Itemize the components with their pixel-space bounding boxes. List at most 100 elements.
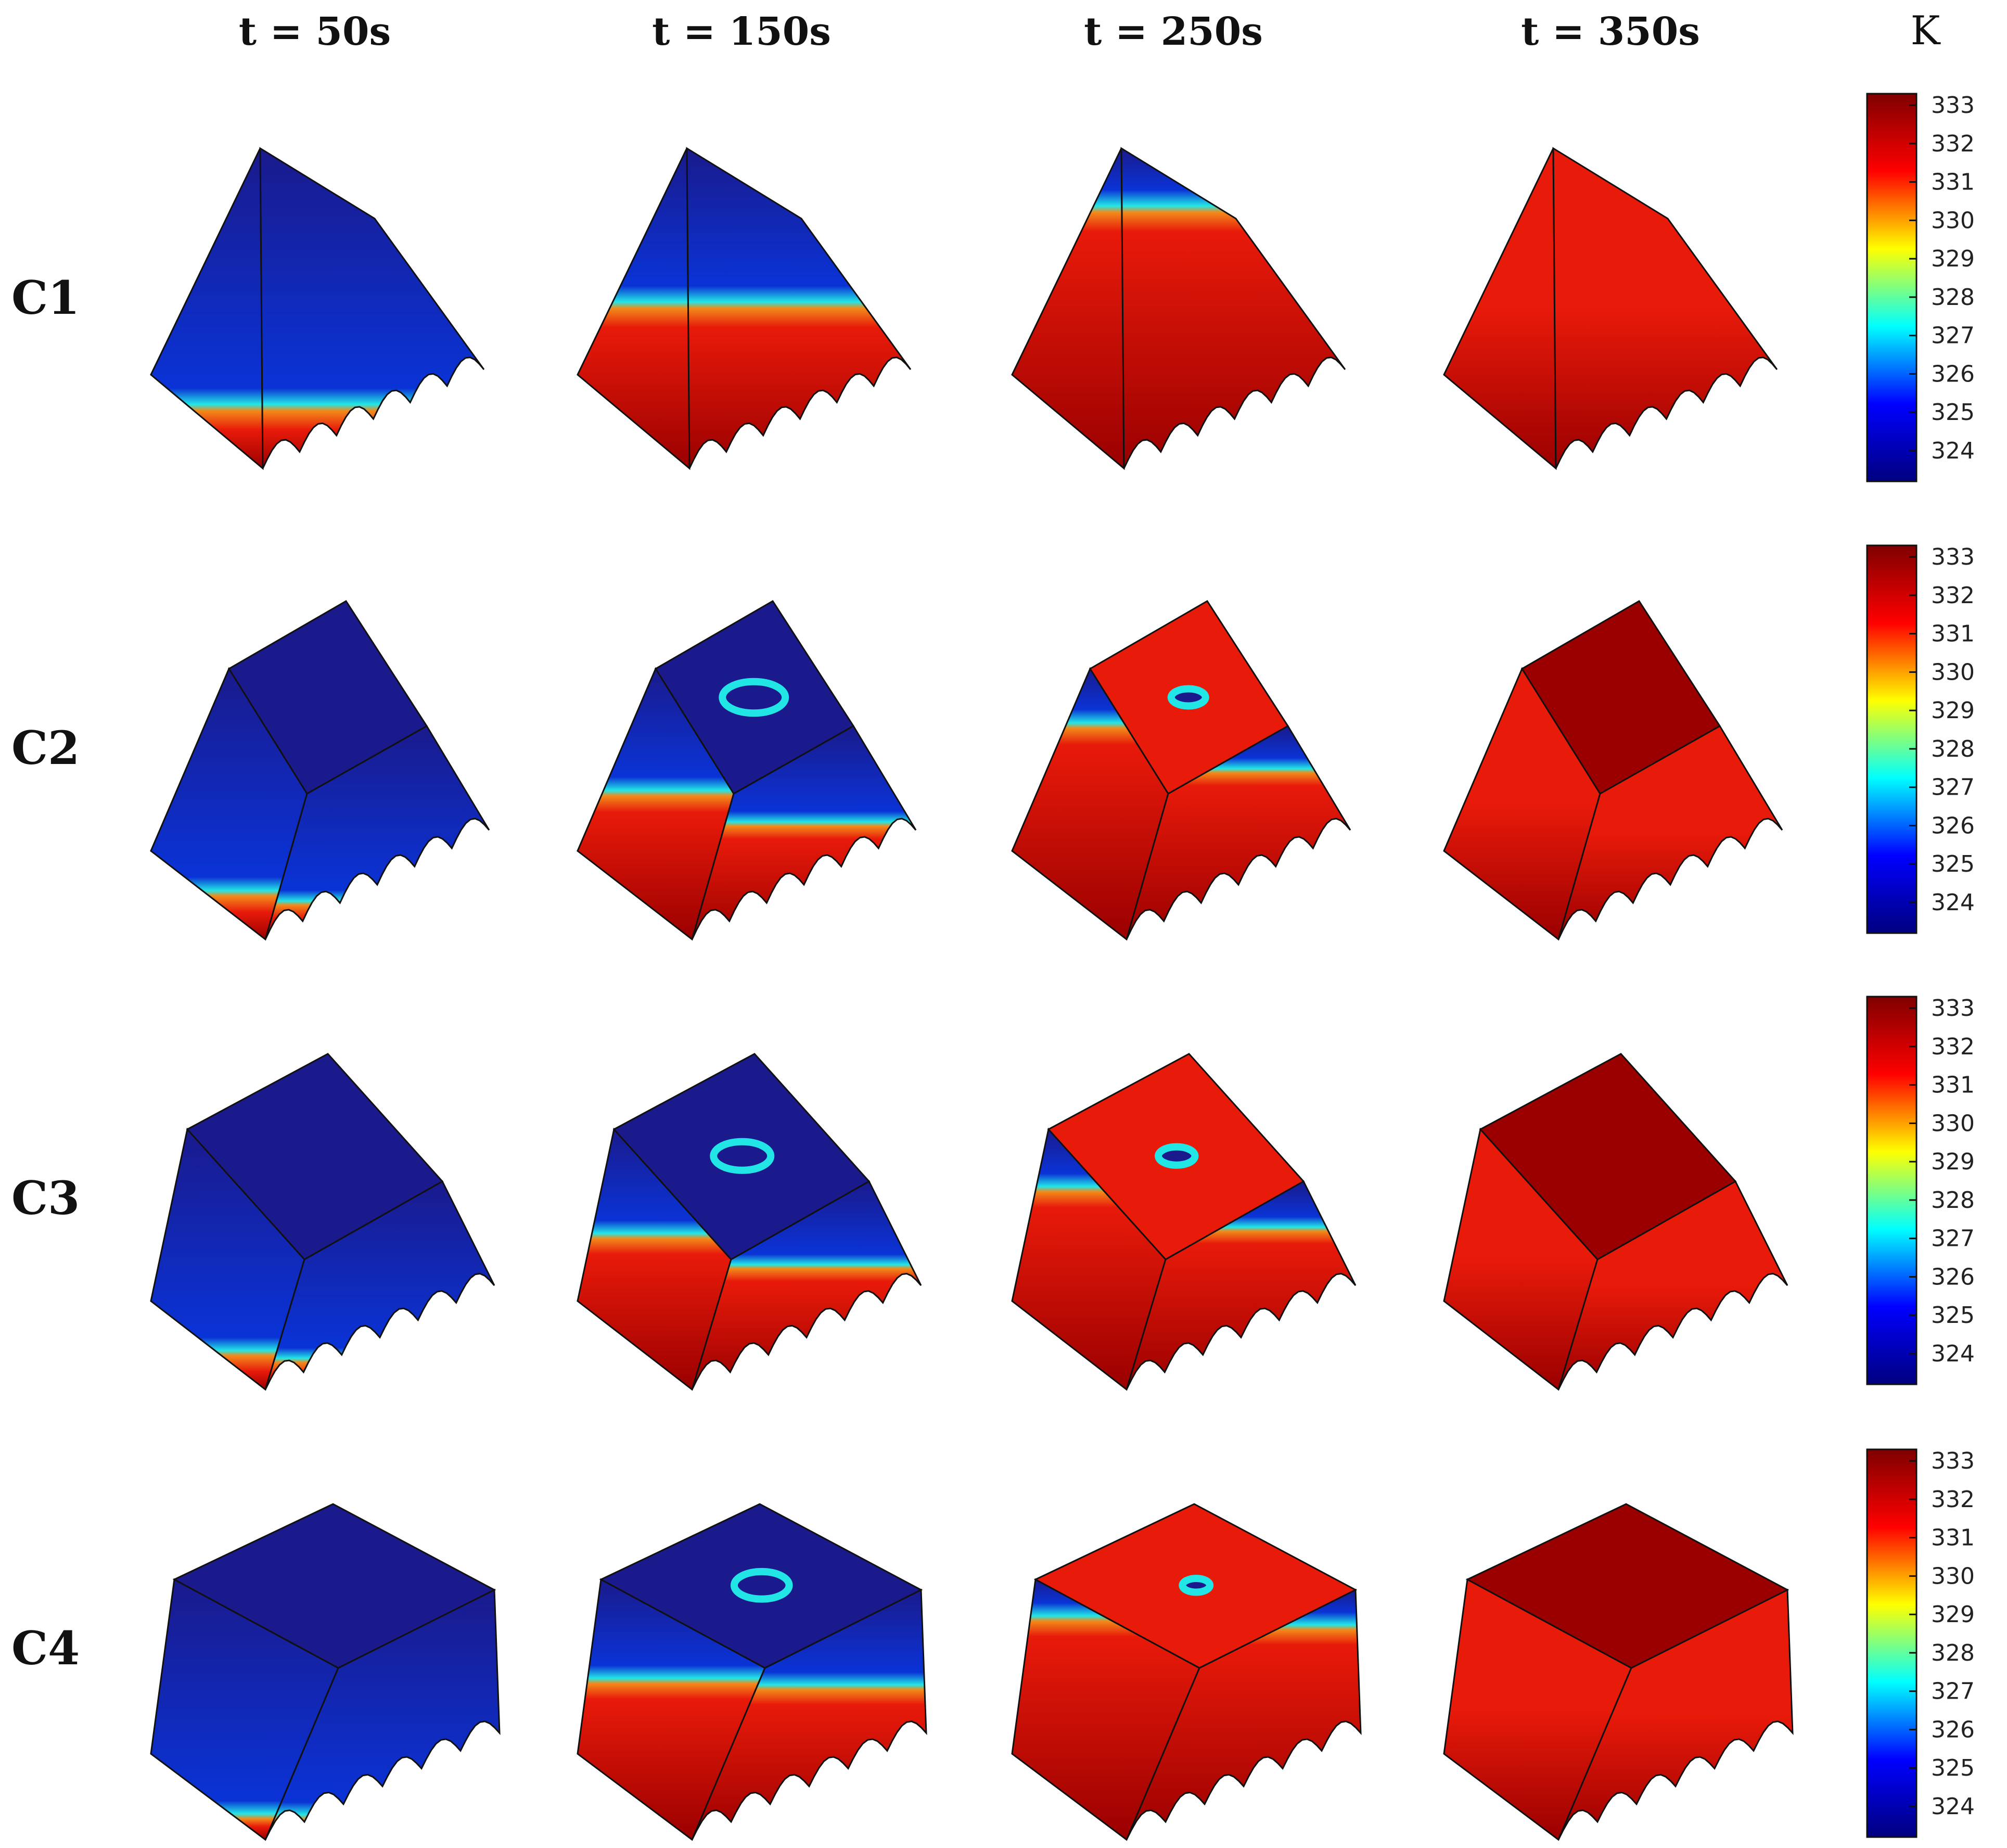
top-face [1465,1503,1789,1669]
colorbar-tick-label: 325 [1931,399,1975,426]
colorbar-tick-label: 326 [1931,361,1975,387]
colorbar-tick-label: 331 [1931,621,1975,647]
right-face [686,147,912,469]
colorbar-2: 333 332 331 330 329 328 327 326 325 324 [1866,544,1975,934]
colorbar-tick-label: 330 [1931,1110,1975,1137]
colorbar-tick-label: 331 [1931,1072,1975,1099]
right-face [1126,1588,1362,1840]
right-face [1126,724,1351,940]
colorbar-tick-label: 324 [1931,1341,1975,1367]
top-face [172,1503,496,1669]
colorbar-tick-label: 332 [1931,131,1975,157]
panel-c4-0 [150,1503,501,1841]
colorbar-tick-label: 328 [1931,284,1975,311]
right-face [691,724,917,940]
colorbar-tick-label: 328 [1931,736,1975,762]
panel-c2-1 [577,600,917,941]
colorbar-tick-label: 330 [1931,1563,1975,1589]
cold-core [719,678,789,717]
right-face [259,147,485,469]
colorbar-tick-label: 333 [1931,995,1975,1022]
colorbar-tick-label: 331 [1931,169,1975,196]
top-face [186,1053,444,1260]
colorbar-tick-label: 326 [1931,812,1975,839]
colorbar-tick-label: 332 [1931,1486,1975,1513]
panel-c1-3 [1443,147,1778,470]
colorbar-tick-label: 327 [1931,1678,1975,1705]
right-face [264,1180,495,1390]
colorbar-tick-label: 329 [1931,1601,1975,1628]
column-label-t350: t = 350s [1521,9,1700,54]
colorbar-tick-label: 331 [1931,1525,1975,1551]
colorbar-tick-label: 329 [1931,697,1975,724]
cold-core [710,1138,775,1174]
panel-c4-2 [1011,1503,1362,1841]
top-face [1479,1053,1737,1260]
colorbar-tick-label: 330 [1931,207,1975,234]
top-face [227,600,428,795]
right-face [1120,147,1346,469]
colorbar-unit-label: K [1910,7,1940,54]
colorbar-tick-label: 327 [1931,323,1975,349]
panel-c3-3 [1443,1053,1788,1391]
right-face [1557,1180,1788,1390]
column-label-t50: t = 50s [238,9,391,54]
right-face [1126,1180,1357,1390]
panel-c4-1 [577,1503,927,1841]
colorbar-tick-label: 330 [1931,659,1975,685]
panel-c2-2 [1011,600,1351,941]
panel-c4-3 [1443,1503,1794,1841]
panel-c1-2 [1011,147,1346,470]
colorbar-tick-label: 329 [1931,246,1975,272]
colorbar-4: 333 332 331 330 329 328 327 326 325 324 [1866,1448,1975,1838]
right-face [1552,147,1778,469]
colorbar-tick-label: 325 [1931,851,1975,877]
colorbar-tick-label: 324 [1931,889,1975,916]
right-face [264,724,490,940]
top-face [1520,600,1721,795]
colorbar-tick-label: 326 [1931,1716,1975,1743]
colorbar-tick-label: 332 [1931,1034,1975,1060]
colorbar-tick-label: 329 [1931,1149,1975,1175]
right-face [1557,724,1783,940]
row-label-c4: C4 [11,1621,80,1675]
colorbar-tick-label: 333 [1931,1448,1975,1474]
colorbar-tick-label: 325 [1931,1302,1975,1329]
colorbar-tick-label: 328 [1931,1640,1975,1666]
cold-core [730,1567,793,1603]
colorbar-tick-label: 326 [1931,1264,1975,1290]
panel-c2-0 [150,600,490,941]
panel-c1-0 [150,147,485,470]
colorbar-tick-label: 333 [1931,92,1975,119]
panel-c3-2 [1011,1053,1357,1391]
panel-c3-0 [150,1053,495,1391]
colorbar-tick-label: 327 [1931,1226,1975,1252]
colorbar-tick-label: 324 [1931,438,1975,464]
panel-c2-3 [1443,600,1783,941]
column-label-t150: t = 150s [652,9,831,54]
colorbar-tick-label: 332 [1931,582,1975,609]
row-label-c2: C2 [11,721,80,775]
colorbar-tick-label: 327 [1931,774,1975,801]
right-face [1557,1588,1794,1840]
right-face [691,1588,927,1840]
cold-core [1179,1575,1214,1596]
row-label-c1: C1 [11,271,80,325]
colorbar-1: 333 332 331 330 329 328 327 326 325 324 [1866,92,1975,482]
panel-c3-1 [577,1053,922,1391]
cold-core [1167,685,1209,710]
column-label-t250: t = 250s [1084,9,1263,54]
panel-c1-1 [577,147,912,470]
colorbar-3: 333 332 331 330 329 328 327 326 325 324 [1866,995,1975,1385]
row-label-c3: C3 [11,1171,80,1225]
colorbar-tick-label: 328 [1931,1187,1975,1214]
cold-core [1155,1143,1199,1169]
colorbar-tick-label: 325 [1931,1755,1975,1781]
right-face [691,1180,922,1390]
right-face [264,1588,501,1840]
colorbar-tick-label: 333 [1931,544,1975,570]
colorbar-tick-label: 324 [1931,1793,1975,1820]
